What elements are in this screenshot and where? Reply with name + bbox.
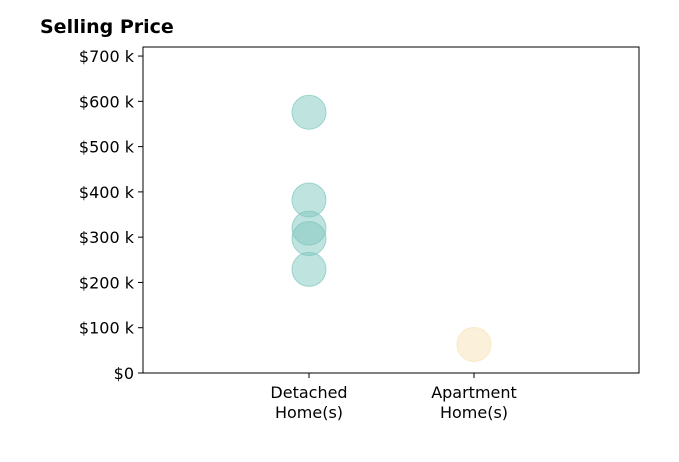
y-tick-label: $200 k <box>79 273 135 292</box>
x-tick-label: Apartment <box>431 383 517 402</box>
data-point <box>291 251 327 287</box>
y-tick-label: $500 k <box>79 138 135 157</box>
plot-frame <box>142 46 640 374</box>
data-point <box>291 94 327 130</box>
x-tick-label: Home(s) <box>440 403 508 422</box>
y-tick-label: $600 k <box>79 92 135 111</box>
y-tick-label: $700 k <box>79 47 135 66</box>
y-tick-label: $100 k <box>79 319 135 338</box>
data-point <box>456 326 492 362</box>
y-tick-label: $0 <box>114 364 134 383</box>
x-tick-label: Home(s) <box>275 403 343 422</box>
y-tick-label: $400 k <box>79 183 135 202</box>
x-tick-label: Detached <box>270 383 347 402</box>
data-point <box>291 221 327 257</box>
chart-title: Selling Price <box>40 16 174 38</box>
y-tick-label: $300 k <box>79 228 135 247</box>
